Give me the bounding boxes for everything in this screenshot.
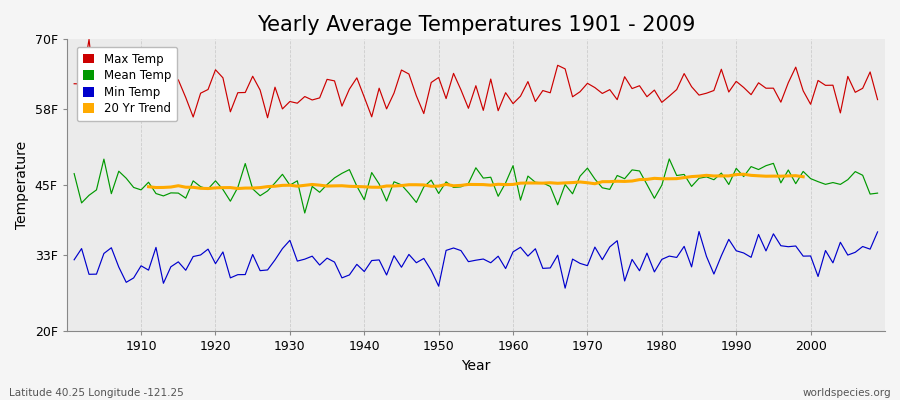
Title: Yearly Average Temperatures 1901 - 2009: Yearly Average Temperatures 1901 - 2009 — [256, 15, 695, 35]
Legend: Max Temp, Mean Temp, Min Temp, 20 Yr Trend: Max Temp, Mean Temp, Min Temp, 20 Yr Tre… — [76, 47, 177, 121]
Text: worldspecies.org: worldspecies.org — [803, 388, 891, 398]
X-axis label: Year: Year — [461, 359, 491, 373]
Text: Latitude 40.25 Longitude -121.25: Latitude 40.25 Longitude -121.25 — [9, 388, 184, 398]
Y-axis label: Temperature: Temperature — [15, 141, 29, 230]
